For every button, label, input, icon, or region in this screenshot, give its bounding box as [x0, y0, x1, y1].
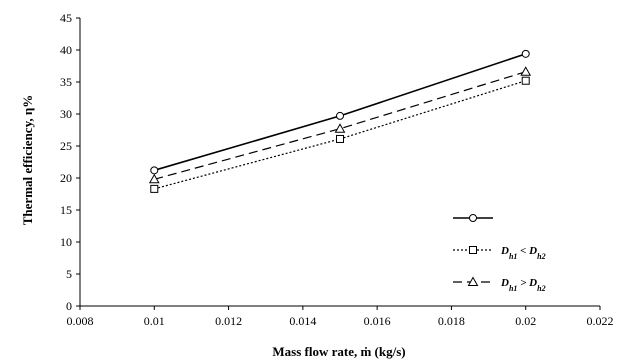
series-line: [154, 80, 526, 190]
data-point-circle: [521, 49, 530, 58]
x-tick-label: 0.008: [67, 314, 94, 328]
legend-label-subscript: h1: [509, 284, 517, 293]
x-tick-label: 0.018: [438, 314, 465, 328]
legend-label-subscript: h1: [509, 252, 517, 261]
x-tick-label: 0.016: [364, 314, 391, 328]
y-tick-label: 45: [60, 11, 72, 25]
series-layer: [148, 49, 532, 193]
series-line: [154, 71, 526, 180]
legend-entry: [453, 214, 493, 222]
y-tick-label: 0: [66, 299, 72, 313]
legend-marker-circle: [469, 214, 477, 222]
legend-label-subscript: h2: [537, 252, 545, 261]
y-tick-label: 5: [66, 267, 72, 281]
legend-entry: Dh1 < Dh2: [453, 245, 546, 261]
x-tick-label: 0.012: [215, 314, 242, 328]
data-point-triangle: [148, 173, 160, 184]
legend-entry: Dh1 > Dh2: [453, 276, 546, 293]
legend-label-part: < D: [517, 245, 537, 257]
data-point-square: [336, 134, 344, 143]
data-point-triangle: [334, 123, 346, 133]
data-point-circle: [150, 166, 159, 175]
series-circle: [150, 49, 530, 175]
y-tick-label: 15: [60, 203, 72, 217]
data-point-triangle: [520, 66, 532, 76]
data-point-square: [521, 76, 530, 85]
legend-label: Dh1 > Dh2: [500, 277, 546, 293]
x-tick-label: 0.02: [515, 314, 536, 328]
x-axis-title: Mass flow rate, ṁ (kg/s): [272, 344, 405, 359]
axes: 0 5 10 15 20 25 30 35 40 45 0.008 0.01 0.012 0.014 0.0…: [60, 11, 614, 328]
legend-marker-square: [469, 246, 477, 254]
legend-label-part: > D: [517, 277, 537, 289]
series-square: [150, 76, 530, 193]
x-tick-label: 0.014: [289, 314, 316, 328]
y-tick-label: 25: [60, 139, 72, 153]
data-point-circle: [336, 111, 344, 120]
legend-label-part: D: [500, 245, 509, 257]
y-tick-label: 35: [60, 75, 72, 89]
x-tick-label: 0.022: [587, 314, 614, 328]
legend-marker-triangle: [467, 276, 479, 286]
y-axis-title: Thermal efficiency, η%: [20, 95, 35, 226]
y-tick-label: 30: [60, 107, 72, 121]
legend-label: Dh1 < Dh2: [500, 245, 546, 261]
x-tick-label: 0.01: [144, 314, 165, 328]
legend-label-part: D: [500, 277, 509, 289]
data-point-square: [150, 184, 159, 193]
y-tick-label: 20: [60, 171, 72, 185]
y-tick-label: 10: [60, 235, 72, 249]
y-tick-label: 40: [60, 43, 72, 57]
series-triangle: [148, 66, 532, 184]
legend-label-subscript: h2: [537, 284, 545, 293]
